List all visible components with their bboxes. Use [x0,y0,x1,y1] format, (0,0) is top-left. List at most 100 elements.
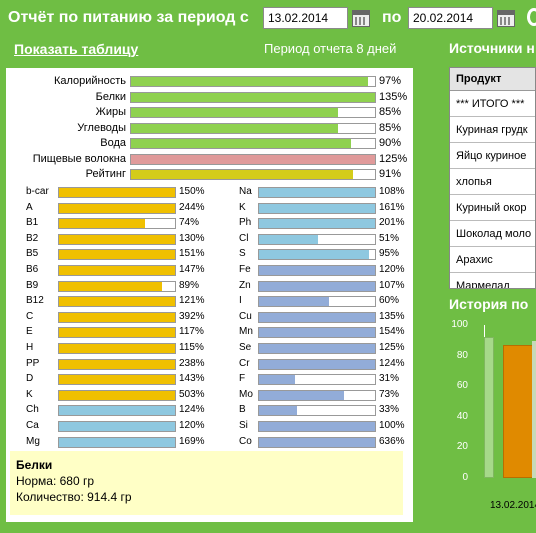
bar-label: Калорийность [53,75,126,87]
table-row[interactable]: Куриный окор [450,194,535,221]
bar-track[interactable] [130,76,376,87]
bar-fill [131,154,375,164]
bar-track[interactable] [258,311,376,323]
bar-label: Белки [95,90,126,103]
bar-track[interactable] [58,311,176,323]
bar-track[interactable] [58,296,176,308]
calendar-icon[interactable] [497,10,515,27]
bar-label: C [26,310,34,322]
bar-label: PP [26,357,40,369]
bar-track[interactable] [258,358,376,370]
info-amount: Количество: 914.4 гр [16,490,132,504]
date-from-input[interactable] [263,7,348,29]
product-cell: Куриная грудк [450,116,535,143]
bar-track[interactable] [58,343,176,354]
product-cell: Арахис [450,246,535,273]
bar-track[interactable] [58,405,176,417]
table-row[interactable]: Мармелад [450,272,535,288]
period-text: Период отчета 8 дней [264,41,397,56]
bar-percent: 90% [379,137,402,149]
bar-fill [259,359,375,369]
bar-fill [59,406,175,416]
bar-percent: 147% [179,264,205,275]
chart-scrollbar[interactable] [484,337,494,478]
bar-label: B [239,404,246,416]
products-panel: Продукт *** ИТОГО *** Куриная грудк Яйцо к… [449,67,536,289]
bar-track[interactable] [258,343,376,354]
bar-track[interactable] [130,91,376,103]
bar-fill [259,312,375,322]
table-row[interactable]: Шоколад моло [450,220,535,247]
table-row[interactable]: Яйцо куриное [450,142,535,169]
bar-track[interactable] [58,389,176,401]
bar-fill [259,328,375,338]
bar-track[interactable] [258,421,376,432]
history-bar[interactable] [503,344,536,478]
bar-label: Mg [26,435,40,447]
table-row[interactable]: *** ИТОГО *** [450,90,535,117]
bar-track[interactable] [130,138,376,149]
bar-label: E [26,326,33,338]
bar-track[interactable] [258,374,376,386]
table-row[interactable]: хлопья [450,168,535,195]
bar-track[interactable] [130,122,376,134]
bar-percent: 115% [179,342,204,353]
bar-percent: 117% [179,326,204,338]
bar-track[interactable] [58,202,176,214]
bar-track[interactable] [258,405,376,417]
y-tick-label: 0 [462,472,468,483]
bar-track[interactable] [258,280,376,292]
bar-percent: 107% [379,279,405,291]
bar-track[interactable] [58,265,176,276]
bar-track[interactable] [258,296,376,308]
bar-track[interactable] [258,202,376,214]
bar-label: Cr [239,357,250,369]
bar-track[interactable] [258,436,376,448]
bar-fill [259,219,375,229]
bar-label: Пищевые волокна [32,152,126,165]
bar-percent: 636% [379,435,405,447]
date-to-input[interactable] [408,7,493,29]
bar-fill [59,250,175,260]
bar-label: B1 [26,217,39,229]
bar-track[interactable] [58,374,176,386]
product-column-header[interactable]: Продукт [450,68,535,91]
bar-track[interactable] [130,169,376,180]
bar-track[interactable] [58,436,176,448]
bar-track[interactable] [58,280,176,292]
bar-track[interactable] [58,233,176,245]
bar-track[interactable] [58,327,176,339]
info-norm: Норма: 680 гр [16,474,95,488]
bar-fill [59,375,175,385]
bar-label: A [26,201,33,213]
bar-track[interactable] [258,327,376,339]
bar-track[interactable] [258,389,376,401]
y-tick-label: 60 [456,380,468,392]
bar-label: B6 [26,264,39,275]
bar-track[interactable] [130,153,376,165]
bar-track[interactable] [58,249,176,261]
bar-label: B12 [26,295,44,307]
bar-fill [259,203,375,213]
bar-track[interactable] [258,233,376,245]
bar-track[interactable] [258,249,376,261]
bar-track[interactable] [58,421,176,432]
calendar-icon[interactable] [352,10,370,27]
show-table-link[interactable]: Показать таблицу [14,41,139,57]
bar-track[interactable] [58,187,176,198]
bar-track[interactable] [258,187,376,198]
bar-percent: 124% [179,404,205,416]
bar-fill [59,266,175,275]
bar-track[interactable] [258,265,376,276]
bar-track[interactable] [258,218,376,230]
bar-label: Жиры [95,106,126,118]
bar-fill [59,422,175,431]
bar-track[interactable] [58,218,176,230]
table-row[interactable]: Куриная грудк [450,116,535,143]
y-tick-label: 100 [451,319,468,330]
bar-track[interactable] [58,358,176,370]
bar-track[interactable] [130,107,376,118]
table-row[interactable]: Арахис [450,246,535,273]
refresh-icon[interactable] [527,8,536,26]
bar-fill [259,375,295,385]
